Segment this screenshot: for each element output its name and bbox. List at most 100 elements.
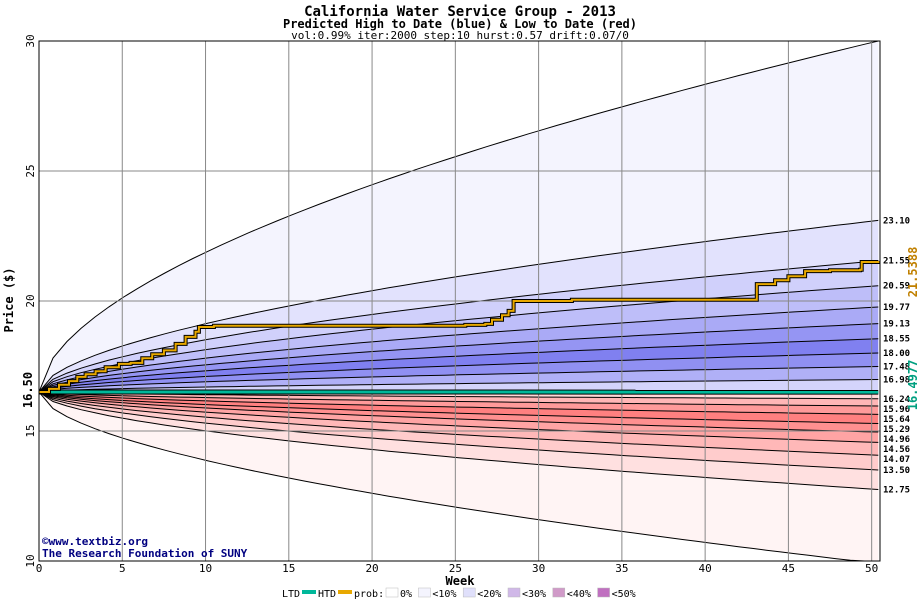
legend-prob-prefix: prob:	[354, 589, 384, 600]
low-band-7	[39, 392, 879, 415]
y-tick-label-10: 10	[24, 554, 37, 567]
legend-item-label-1: <10%	[432, 589, 456, 600]
band-level-label: 15.96	[883, 405, 910, 415]
legend-item-label-5: <50%	[612, 589, 636, 600]
band-level-label: 16.98	[883, 376, 910, 386]
high-band-8	[39, 366, 879, 392]
low-band-edge-7	[38, 391, 879, 415]
band-level-label: 18.00	[883, 349, 910, 359]
legend-htd-swatch	[338, 590, 352, 594]
y-axis-label: Price ($)	[2, 267, 16, 332]
high-band-0	[39, 41, 879, 392]
y-tick-label-25: 25	[24, 164, 37, 177]
copyright-symbol: ©	[42, 535, 49, 548]
plot-frame	[38, 40, 881, 562]
band-level-label: 19.13	[883, 320, 910, 330]
x-tick-label-10: 10	[199, 562, 212, 575]
band-level-label: 23.10	[883, 216, 910, 226]
htd-final-value-label: 21.5388	[906, 247, 920, 298]
low-band-edge-6	[38, 391, 879, 424]
high-band-5	[39, 323, 879, 392]
credit-org: The Research Foundation of SUNY	[42, 547, 248, 560]
band-level-label: 19.77	[883, 303, 910, 313]
high-band-edge-4	[38, 306, 879, 393]
legend-swatch-0	[385, 587, 399, 598]
htd-series-line	[39, 261, 880, 393]
low-band-4	[39, 392, 879, 443]
x-tick-label-20: 20	[365, 562, 378, 575]
band-level-label: 16.24	[883, 395, 911, 405]
low-band-edge-4	[38, 391, 879, 443]
high-band-edge-8	[38, 366, 879, 393]
low-band-edge-5	[38, 391, 879, 433]
high-band-4	[39, 307, 879, 392]
legend-item-label-4: <40%	[567, 589, 591, 600]
band-level-label: 14.56	[883, 445, 910, 455]
low-band-edge-0	[38, 391, 879, 562]
band-level-labels: 23.10 21.55 20.59 19.77 19.13 18.55 18.00 17.48…	[883, 216, 911, 495]
x-tick-label-30: 30	[532, 562, 545, 575]
band-level-label: 18.55	[883, 335, 910, 345]
low-band-0	[39, 392, 879, 561]
high-band-edge-9	[38, 379, 879, 393]
x-tick-label-50: 50	[865, 562, 878, 575]
low-band-edge-8	[38, 391, 879, 407]
legend-htd-label: HTD	[318, 589, 336, 600]
high-band-7	[39, 353, 879, 392]
x-tick-label-25: 25	[449, 562, 462, 575]
band-level-label: 14.96	[883, 435, 910, 445]
high-band-9	[39, 379, 879, 392]
band-level-label: 17.48	[883, 363, 910, 373]
low-band-1	[39, 392, 879, 490]
chart-title: California Water Service Group - 2013	[304, 4, 616, 20]
y-tick-label-20: 20	[24, 294, 37, 307]
high-band-edge-1	[38, 219, 879, 393]
x-tick-label-0: 0	[36, 562, 43, 575]
legend-items: 0% <10% <20% <30% <40% <50%	[385, 587, 636, 600]
x-tick-label-35: 35	[615, 562, 628, 575]
legend-item-label-2: <20%	[477, 589, 501, 600]
y-tick-label-30: 30	[24, 34, 37, 47]
low-band-5	[39, 392, 879, 432]
high-band-1	[39, 220, 879, 392]
chart-subtitle: Predicted High to Date (blue) & Low to D…	[283, 17, 637, 31]
band-level-label: 13.50	[883, 466, 910, 476]
band-level-label: 15.64	[883, 415, 911, 425]
x-tick-label-45: 45	[782, 562, 795, 575]
credit-site-text: www.textbiz.org	[49, 535, 148, 548]
x-tick-label-40: 40	[699, 562, 712, 575]
high-band-edge-5	[38, 323, 879, 393]
low-band-3	[39, 392, 879, 456]
legend-swatch-2	[462, 587, 476, 598]
probability-bands	[38, 40, 880, 562]
high-band-edge-0	[38, 40, 879, 393]
high-band-3	[39, 285, 879, 392]
legend-swatch-1	[418, 587, 431, 598]
legend-swatch-5	[597, 587, 610, 598]
band-level-label: 15.29	[883, 425, 910, 435]
legend-ltd-swatch	[302, 590, 316, 594]
low-band-edge-2	[38, 391, 879, 471]
chart-parameters: vol:0.99% iter:2000 step:10 hurst:0.57 d…	[291, 29, 629, 42]
band-level-label: 21.55	[883, 257, 910, 267]
y-tick-label-15: 15	[24, 424, 37, 437]
x-axis-label: Week	[446, 574, 476, 588]
low-band-6	[39, 392, 879, 424]
legend-item-label-0: 0%	[400, 589, 412, 600]
legend-swatch-3	[507, 587, 521, 598]
series-lines	[38, 260, 881, 395]
band-level-label: 12.75	[883, 486, 910, 496]
start-price-label: 16.50	[21, 372, 35, 408]
legend-swatch-4	[552, 587, 566, 598]
low-band-edge-1	[38, 391, 879, 490]
band-level-label: 14.07	[883, 455, 910, 465]
low-band-edge-3	[38, 391, 879, 456]
high-band-edge-3	[38, 285, 879, 393]
legend-ltd-label: LTD	[282, 589, 300, 600]
x-tick-label-15: 15	[282, 562, 295, 575]
legend: LTD HTD prob: 0% <10% <20% <30% <40% <50%	[282, 587, 636, 600]
credit-site: ©www.textbiz.org	[42, 535, 148, 548]
x-tick-label-5: 5	[119, 562, 126, 575]
band-level-label: 20.59	[883, 282, 910, 292]
